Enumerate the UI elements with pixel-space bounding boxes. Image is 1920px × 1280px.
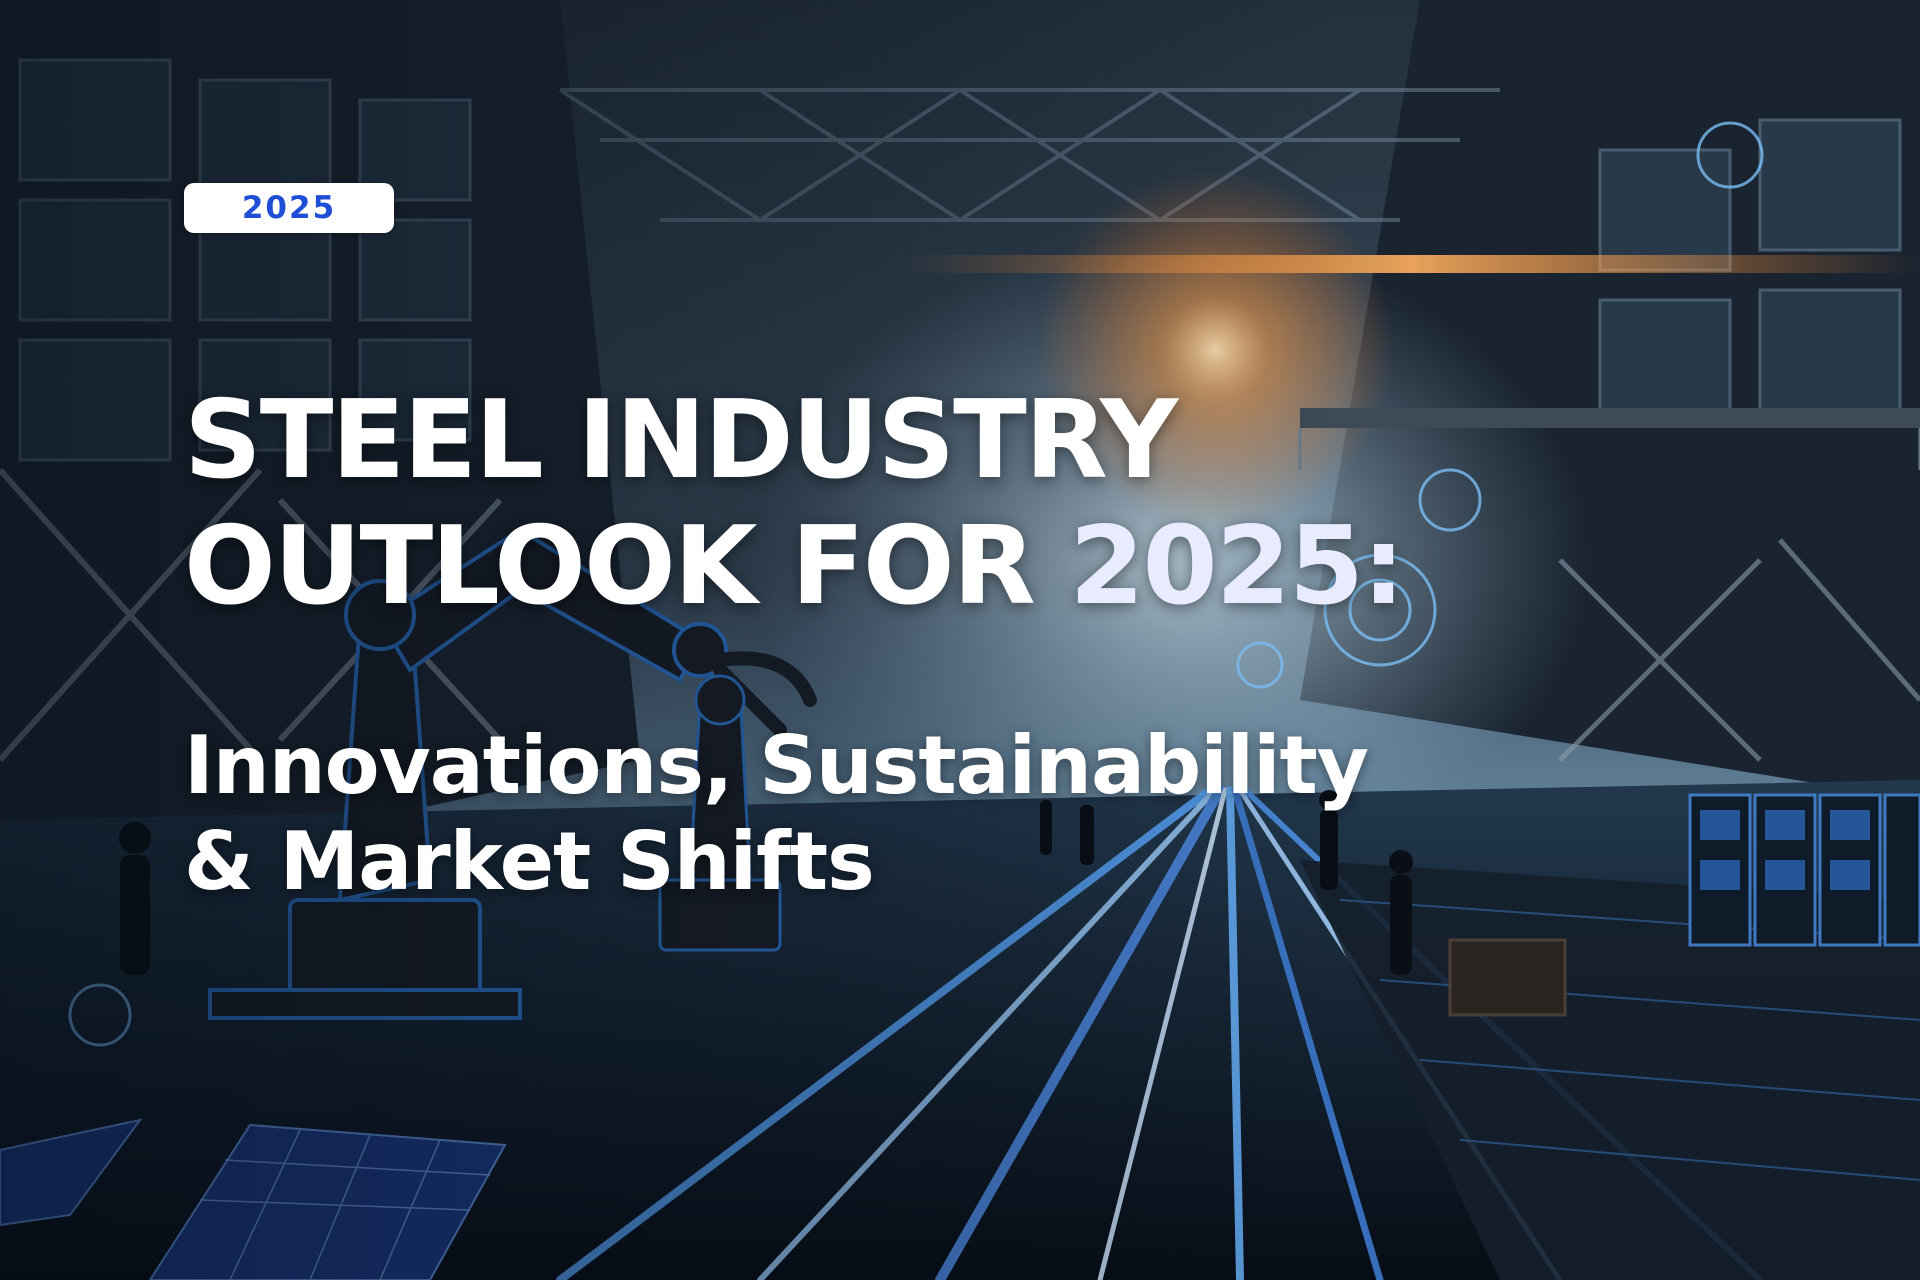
subheadline-line-1: Innovations, Sustainability	[184, 719, 1369, 812]
headline: STEEL INDUSTRY OUTLOOK FOR 2025:	[184, 378, 1405, 630]
headline-line-1: STEEL INDUSTRY	[184, 378, 1178, 503]
headline-line-2-prefix: OUTLOOK FOR	[184, 504, 1070, 629]
year-badge-label: 2025	[241, 190, 337, 226]
subheadline: Innovations, Sustainability & Market Shi…	[184, 718, 1369, 910]
headline-year-accent: 2025:	[1069, 504, 1405, 629]
subheadline-line-2: & Market Shifts	[184, 815, 875, 908]
year-badge: 2025	[184, 183, 394, 233]
